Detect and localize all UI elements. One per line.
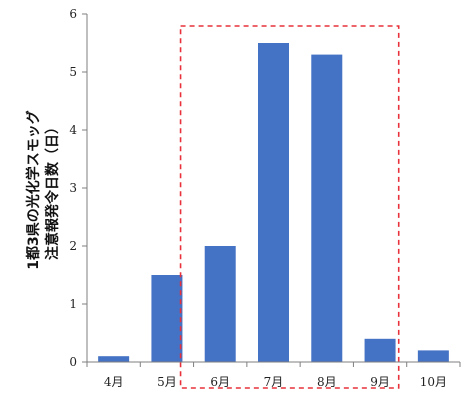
bar-9月 [364, 338, 396, 362]
y-tick-label: 0 [69, 355, 77, 369]
y-tick-label: 6 [69, 7, 77, 21]
y-tick-label: 1 [69, 297, 77, 311]
y-tick-label: 5 [69, 65, 77, 79]
x-tick-label-10月: 10月 [420, 375, 447, 389]
bar-6月 [204, 246, 236, 362]
y-axis-title: 1都3県の光化学スモッグ 注意報発令日数（日） [25, 110, 61, 269]
bar-7月 [258, 43, 289, 362]
highlight-dashed-box [179, 25, 400, 389]
x-tick-label-5月: 5月 [157, 375, 177, 389]
bar-10月 [417, 350, 449, 362]
bars [98, 43, 449, 362]
y-axis-ticks: 0 1 2 3 4 5 6 [69, 7, 87, 369]
x-tick-label-7月: 7月 [264, 375, 284, 389]
bar-4月 [98, 356, 130, 362]
y-tick-label: 4 [69, 123, 77, 137]
bar-5月 [151, 275, 183, 362]
x-tick-label-8月: 8月 [317, 375, 337, 389]
axes [86, 14, 460, 363]
y-axis-title-line-2: 注意報発令日数（日） [44, 120, 61, 260]
x-tick-label-9月: 9月 [370, 375, 390, 389]
x-tick-label-4月: 4月 [104, 375, 124, 389]
x-axis-ticks: 4月 5月 6月 7月 8月 9月 10月 [86, 362, 461, 389]
y-tick-label: 2 [69, 239, 77, 253]
y-tick-label: 3 [69, 181, 77, 195]
y-axis-title-line-1: 1都3県の光化学スモッグ [25, 110, 42, 269]
highlight-box [179, 25, 400, 389]
x-tick-label-6月: 6月 [210, 375, 230, 389]
bar-8月 [311, 54, 343, 362]
